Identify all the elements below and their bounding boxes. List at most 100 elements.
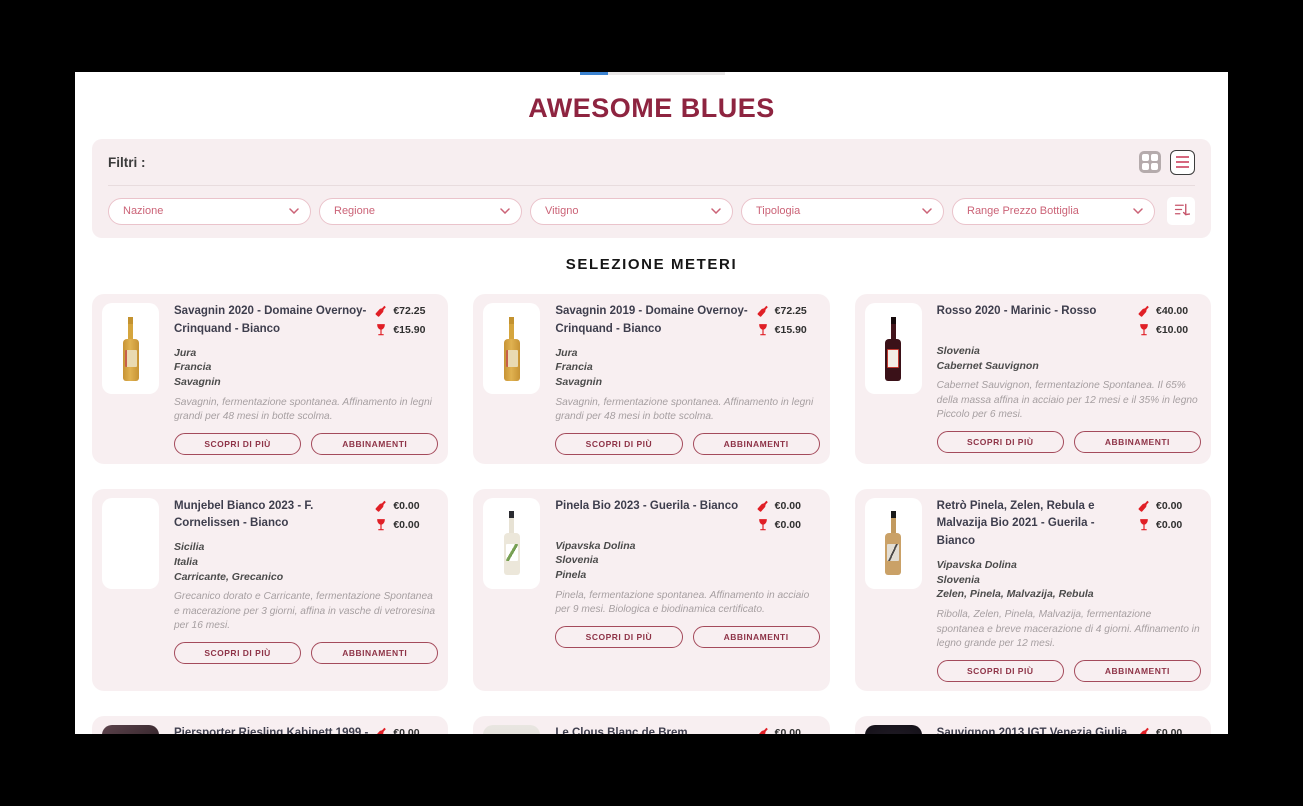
scopri-di-piu-button[interactable]: SCOPRI DI PIÙ [936, 659, 1064, 682]
filters-header: Filtri : [108, 139, 1195, 185]
wine-card: Rosso 2020 - Marinic - Rosso €40.00 €10.… [854, 294, 1211, 464]
view-toggle [1139, 149, 1195, 175]
card-body: Munjebel Bianco 2023 - F. Cornelissen - … [174, 498, 439, 682]
bottle-price: €72.25 [374, 304, 438, 318]
filter-dropdown-label: Regione [334, 205, 375, 217]
grid-view-button[interactable] [1139, 151, 1161, 173]
wine-description: Cabernet Sauvignon, fermentazione Sponta… [936, 380, 1198, 421]
wine-glass-icon [1137, 323, 1151, 337]
abbinamenti-button[interactable]: ABBINAMENTI [311, 432, 439, 455]
sort-button[interactable] [1167, 197, 1201, 225]
wine-title: Savagnin 2020 - Domaine Overnoy-Crinquan… [174, 305, 367, 335]
bottle-price: €0.00 [1137, 499, 1201, 513]
wine-title: Piersporter Riesling Kabinett 1999 - W. … [174, 726, 369, 734]
wine-card: Savagnin 2020 - Domaine Overnoy-Crinquan… [92, 294, 449, 464]
bottle-price: €0.00 [374, 726, 438, 734]
wine-description: Savagnin, fermentazione spontanea. Affin… [174, 396, 432, 423]
loading-bar-progress [580, 72, 608, 75]
chevron-down-icon [1133, 208, 1143, 214]
abbinamenti-button[interactable]: ABBINAMENTI [692, 432, 820, 455]
filter-dropdown-label: Range Prezzo Bottiglia [967, 205, 1079, 217]
wine-bottle-image [864, 497, 922, 589]
wine-cards-grid: Savagnin 2020 - Domaine Overnoy-Crinquan… [92, 294, 1211, 734]
wine-bottle-image [483, 303, 541, 394]
prices: €72.25 €15.90 [756, 303, 820, 339]
filter-dropdown-range-prezzo[interactable]: Range Prezzo Bottiglia [952, 197, 1155, 225]
scopri-di-piu-button[interactable]: SCOPRI DI PIÙ [555, 625, 683, 648]
scopri-di-piu-button[interactable]: SCOPRI DI PIÙ [174, 432, 302, 455]
filter-dropdown-label: Vitigno [545, 205, 579, 217]
wine-region: Jura Francia Savagnin [174, 346, 221, 388]
filter-dropdown-tipologia[interactable]: Tipologia [741, 197, 944, 225]
card-actions: SCOPRI DI PIÙ ABBINAMENTI [174, 432, 439, 455]
wine-card: Piersporter Riesling Kabinett 1999 - W. … [92, 715, 449, 734]
card-body: Savagnin 2020 - Domaine Overnoy-Crinquan… [174, 303, 439, 455]
section-title: SELEZIONE METERI [565, 256, 738, 273]
card-body: Rosso 2020 - Marinic - Rosso €40.00 €10.… [936, 303, 1201, 455]
filters-panel: Filtri : Nazione Regione Vitigno [92, 139, 1211, 238]
page-title: AWESOME BLUES [528, 93, 775, 123]
filter-dropdown-nazione[interactable]: Nazione [108, 197, 311, 225]
wine-bottle-image [102, 303, 159, 394]
prices: €0.00 €0.00 [374, 498, 438, 534]
wine-bottle-icon [756, 499, 770, 513]
glass-price: €0.00 [1137, 518, 1201, 532]
wine-bottle-image [483, 497, 541, 589]
bottle-price: €72.25 [756, 304, 820, 318]
bottle-price: €0.00 [374, 499, 438, 513]
list-view-button[interactable] [1170, 149, 1195, 175]
wine-description: Ribolla, Zelen, Pinela, Malvazija, ferme… [936, 609, 1200, 650]
abbinamenti-button[interactable]: ABBINAMENTI [692, 625, 820, 648]
bottle-art [503, 511, 520, 576]
divider [108, 185, 1195, 186]
wine-title: Retrò Pinela, Zelen, Rebula e Malvazija … [936, 499, 1095, 548]
glass-price: €0.00 [374, 518, 438, 532]
wine-region: Slovenia Cabernet Sauvignon [936, 345, 1039, 372]
scopri-di-piu-button[interactable]: SCOPRI DI PIÙ [936, 430, 1064, 453]
wine-title: Rosso 2020 - Marinic - Rosso [936, 305, 1097, 317]
scopri-di-piu-button[interactable]: SCOPRI DI PIÙ [555, 432, 683, 455]
wine-glass-icon [374, 518, 388, 532]
wine-bottle-image [864, 303, 922, 394]
abbinamenti-button[interactable]: ABBINAMENTI [1073, 430, 1201, 453]
wine-glass-icon [756, 323, 770, 337]
bottle-price-value: €0.00 [393, 499, 420, 512]
abbinamenti-button[interactable]: ABBINAMENTI [1073, 659, 1201, 682]
bottle-price-value: €0.00 [774, 726, 801, 734]
bottle-price-value: €0.00 [774, 499, 801, 512]
card-actions: SCOPRI DI PIÙ ABBINAMENTI [555, 432, 820, 455]
bottle-price-value: €72.25 [774, 305, 807, 317]
bottle-price: €0.00 [756, 499, 820, 513]
wine-glass-icon [756, 518, 770, 532]
prices: €0.00 €0.00 [1137, 498, 1201, 551]
filter-dropdown-vitigno[interactable]: Vitigno [530, 197, 733, 225]
wine-bottle-icon [756, 304, 770, 318]
bottle-price: €0.00 [1137, 726, 1201, 734]
card-actions: SCOPRI DI PIÙ ABBINAMENTI [936, 659, 1201, 682]
loading-bar [580, 72, 725, 75]
wine-title: Munjebel Bianco 2023 - F. Cornelissen - … [174, 499, 314, 530]
filter-dropdown-regione[interactable]: Regione [319, 197, 522, 225]
sort-descending-icon [1173, 201, 1201, 221]
card-actions: SCOPRI DI PIÙ ABBINAMENTI [555, 625, 820, 648]
scopri-di-piu-button[interactable]: SCOPRI DI PIÙ [174, 641, 302, 664]
abbinamenti-button[interactable]: ABBINAMENTI [311, 641, 439, 664]
bottle-art [885, 316, 902, 381]
wine-card: Savagnin 2019 - Domaine Overnoy-Crinquan… [473, 294, 830, 464]
wine-region: Sicilia Italia Carricante, Grecanico [174, 541, 284, 583]
bottle-price-value: €72.25 [393, 305, 426, 317]
wine-bottle-icon [1137, 499, 1151, 513]
card-body: Savagnin 2019 - Domaine Overnoy-Crinquan… [555, 303, 820, 455]
wine-bottle-icon [374, 499, 388, 513]
chevron-down-icon [289, 208, 299, 214]
wine-title: Pinela Bio 2023 - Guerila - Bianco [555, 499, 739, 512]
prices: €0.00 €0.00 [756, 498, 820, 532]
chevron-down-icon [711, 208, 721, 214]
wine-description: Grecanico dorato e Carricante, fermentaz… [174, 591, 436, 632]
prices: €0.00 €0.00 [1137, 725, 1201, 734]
bottle-art [122, 316, 139, 381]
glass-price: €0.00 [756, 518, 820, 532]
wine-card: Pinela Bio 2023 - Guerila - Bianco €0.00… [473, 488, 830, 691]
wine-bottle-icon [756, 726, 770, 734]
wine-description: Savagnin, fermentazione spontanea. Affin… [555, 396, 814, 423]
